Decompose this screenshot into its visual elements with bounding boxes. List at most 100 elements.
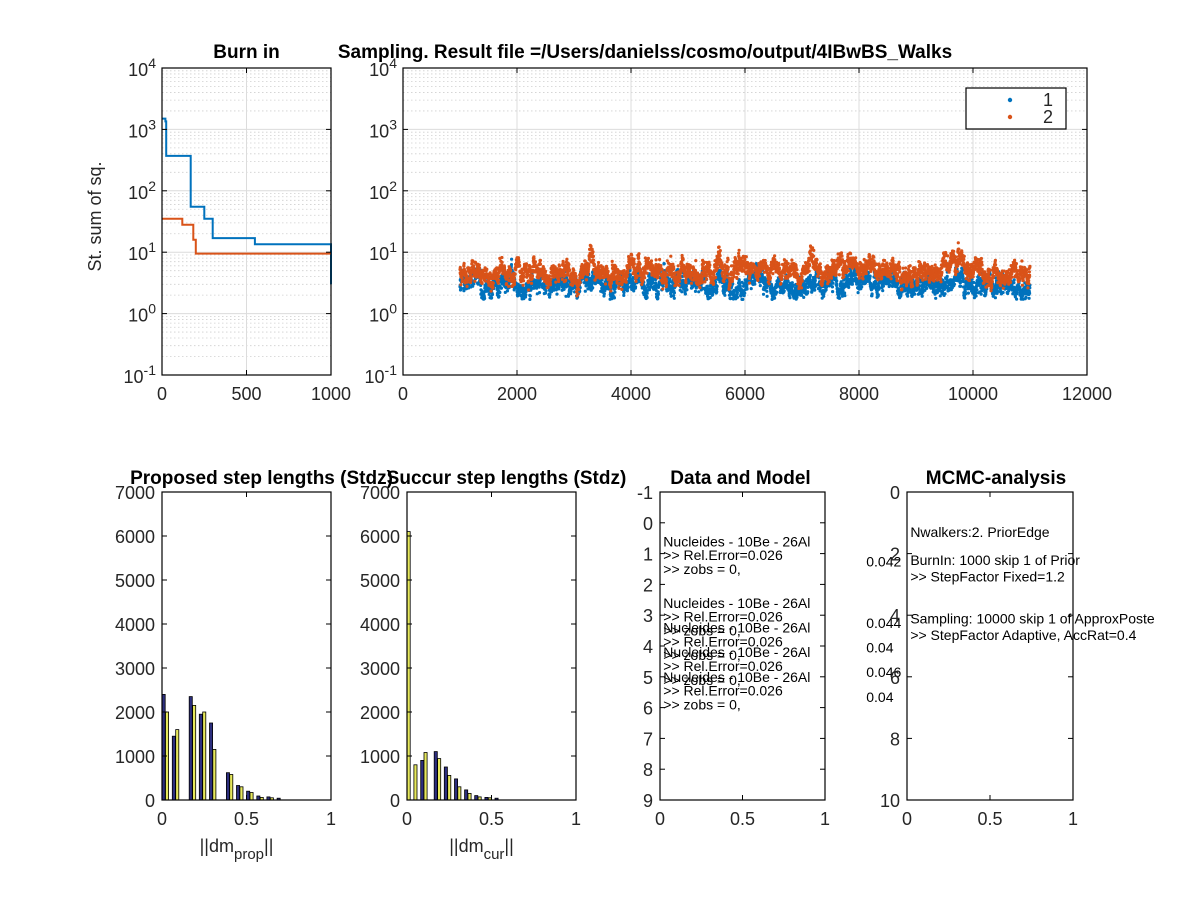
data-point	[735, 295, 740, 299]
data-point	[945, 274, 949, 278]
data-point	[1012, 281, 1016, 285]
data-point	[966, 291, 971, 295]
data-point	[620, 283, 624, 287]
data-point	[464, 270, 468, 275]
data-point	[549, 277, 553, 281]
data-point	[979, 292, 983, 296]
data-point	[509, 269, 513, 273]
x-tick-label: 1000	[311, 384, 351, 404]
data-point	[790, 281, 794, 285]
data-point	[800, 293, 804, 297]
data-point	[732, 288, 736, 292]
data-point	[786, 279, 790, 283]
data-point	[460, 276, 464, 280]
data-point	[700, 281, 704, 285]
data-point	[906, 294, 910, 298]
data-point	[592, 258, 596, 262]
data-point	[735, 290, 740, 295]
data-point	[543, 269, 548, 273]
series-line-2	[162, 217, 331, 255]
data-point	[513, 272, 517, 276]
data-point	[554, 288, 558, 292]
data-point	[527, 279, 531, 283]
data-point	[557, 264, 562, 268]
data-point	[675, 281, 679, 285]
data-point	[522, 279, 526, 283]
data-point	[711, 292, 715, 297]
data-point	[707, 260, 711, 264]
data-point	[661, 287, 665, 291]
data-point	[694, 286, 698, 290]
data-point	[562, 287, 566, 291]
data-point	[547, 274, 552, 278]
data-point	[938, 294, 942, 298]
data-point	[718, 249, 722, 253]
data-point	[485, 267, 489, 271]
data-point	[603, 282, 608, 286]
data-point	[659, 264, 663, 268]
data-point	[714, 275, 718, 280]
data-point	[617, 286, 621, 290]
data-point	[843, 294, 847, 298]
data-point	[712, 273, 716, 277]
data-point	[959, 284, 963, 288]
data-point	[665, 283, 669, 287]
data-point	[753, 282, 757, 286]
data-point	[847, 282, 851, 286]
data-point	[782, 289, 786, 293]
data-point	[964, 292, 968, 296]
data-point	[654, 283, 658, 287]
data-point	[569, 289, 573, 293]
data-point	[589, 244, 593, 248]
data-point	[610, 259, 614, 263]
data-point	[586, 273, 590, 277]
data-point	[683, 292, 688, 296]
data-point	[497, 275, 501, 279]
data-point	[548, 295, 552, 299]
data-point	[521, 272, 526, 276]
data-point	[473, 279, 477, 283]
data-point	[609, 281, 613, 285]
data-point	[458, 265, 462, 270]
data-point	[993, 296, 998, 300]
data-point	[622, 290, 626, 295]
data-point	[592, 262, 597, 266]
data-point	[679, 271, 683, 275]
data-point	[507, 284, 511, 288]
data-point	[660, 267, 664, 271]
data-point	[590, 247, 594, 251]
data-point	[712, 282, 716, 286]
data-point	[705, 277, 709, 281]
data-point	[530, 276, 534, 281]
data-point	[491, 281, 495, 285]
data-point	[576, 292, 580, 296]
data-point	[669, 254, 673, 258]
data-point	[684, 284, 689, 288]
data-point	[658, 257, 662, 262]
data-point	[548, 292, 552, 297]
data-point	[835, 279, 839, 283]
data-point	[595, 275, 599, 279]
data-point	[1006, 291, 1010, 296]
data-point	[497, 278, 501, 282]
data-point	[572, 268, 576, 272]
data-point	[533, 260, 538, 264]
data-point	[664, 279, 669, 283]
data-point	[837, 293, 841, 297]
data-point	[868, 274, 872, 278]
data-point	[1027, 296, 1031, 300]
data-point	[554, 280, 558, 284]
data-point	[488, 271, 492, 275]
data-point	[677, 280, 682, 284]
data-point	[806, 290, 810, 294]
data-point	[775, 290, 779, 294]
data-point	[528, 297, 532, 301]
data-point	[662, 262, 666, 266]
data-point	[459, 286, 463, 290]
data-point	[526, 270, 530, 274]
series-line-1	[162, 117, 332, 285]
data-point	[724, 288, 729, 292]
data-point	[537, 291, 542, 295]
data-point	[664, 277, 668, 281]
